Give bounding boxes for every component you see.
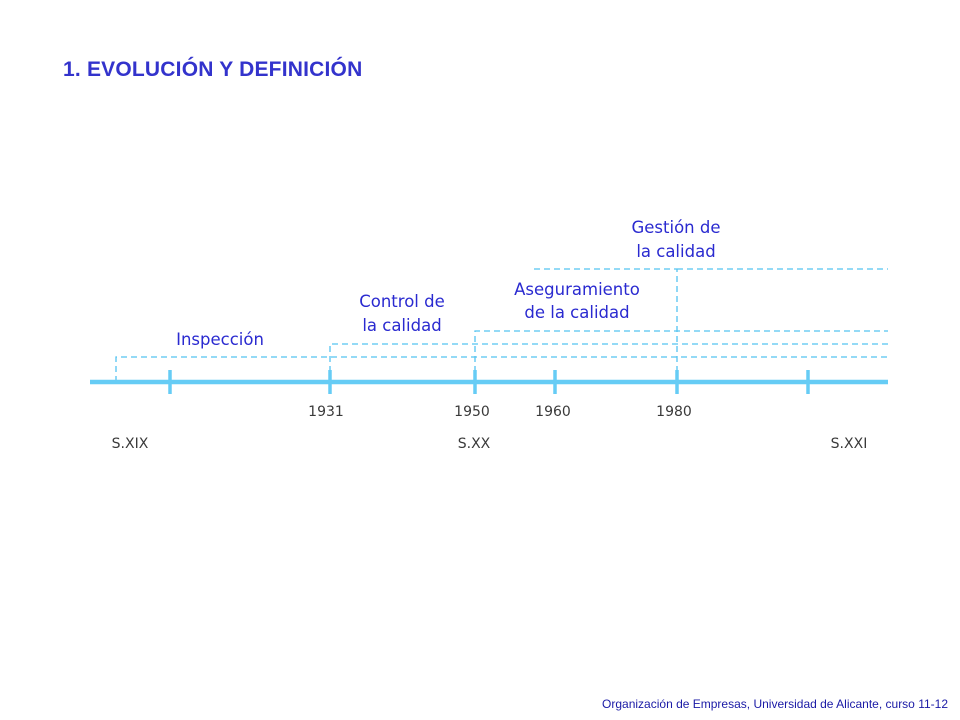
year-label-1960: 1960	[535, 404, 571, 420]
century-label-xix: S.XIX	[112, 436, 149, 452]
phase-label-aseguramiento-line1: Aseguramiento	[514, 280, 640, 299]
slide-title: 1. EVOLUCIÓN Y DEFINICIÓN	[63, 58, 363, 81]
year-label-1980: 1980	[656, 404, 692, 420]
phase-label-control-line2: la calidad	[362, 316, 441, 335]
year-label-1931: 1931	[308, 404, 344, 420]
timeline-ticks	[168, 370, 810, 394]
control-bracket	[329, 343, 888, 382]
phase-label-inspeccion: Inspección	[176, 330, 264, 349]
inspeccion-bracket	[115, 356, 888, 382]
century-label-xx: S.XX	[458, 436, 491, 452]
phase-brackets	[115, 268, 888, 382]
phase-label-gestion-line1: Gestión de	[631, 218, 720, 237]
phase-label-aseguramiento-line2: de la calidad	[524, 303, 629, 322]
century-label-xxi: S.XXI	[831, 436, 868, 452]
aseguramiento-bracket	[474, 330, 888, 382]
phase-label-control-line1: Control de	[359, 292, 445, 311]
slide-footer: Organización de Empresas, Universidad de…	[602, 697, 948, 711]
gestion-bracket	[532, 268, 888, 382]
phase-label-gestion-line2: la calidad	[636, 242, 715, 261]
year-label-1950: 1950	[454, 404, 490, 420]
